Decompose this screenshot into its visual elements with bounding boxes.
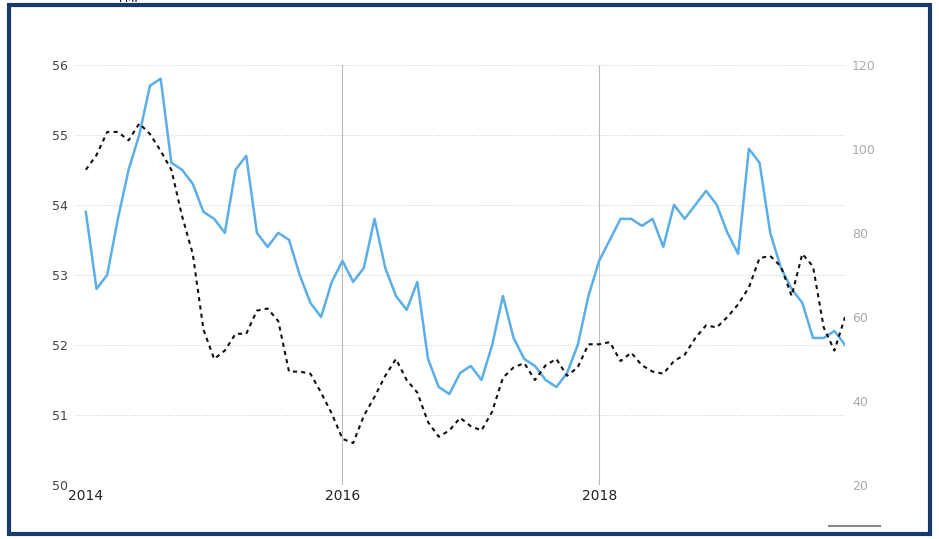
Legend: JPMORGAN GLOBAL COMPOSITE
PMI, CRUDE OIL: JPMORGAN GLOBAL COMPOSITE PMI, CRUDE OIL bbox=[81, 0, 408, 8]
